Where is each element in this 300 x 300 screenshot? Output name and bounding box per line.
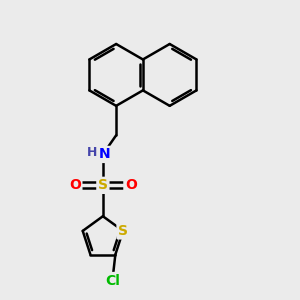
Text: N: N: [98, 147, 110, 161]
Text: O: O: [69, 178, 81, 192]
Text: Cl: Cl: [105, 274, 120, 287]
Text: S: S: [118, 224, 128, 238]
Text: S: S: [98, 178, 108, 192]
Text: O: O: [125, 178, 137, 192]
Text: H: H: [86, 146, 97, 159]
